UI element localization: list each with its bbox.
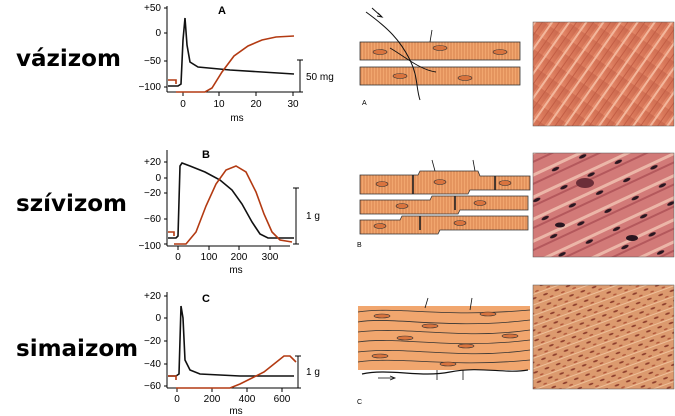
y-tick-label: +20 [144,291,161,302]
x-tick-label: 10 [213,99,225,110]
y-tick-label: +50 [144,3,161,14]
chart-skeletal: +50 0 −50 −100 0 10 20 30 ms A 50 mg [138,3,333,124]
x-tick-label: 30 [287,99,299,110]
y-tick-label: −50 [144,56,161,67]
contraction-trace [168,165,293,245]
skeletal-fibre-drawing: A [359,7,521,107]
y-tick-label: −100 [138,241,161,252]
x-tick-label: 200 [231,252,248,263]
y-tick-label: 0 [155,313,161,324]
x-unit-label: ms [229,406,242,416]
y-tick-label: −20 [144,188,161,199]
drawing-letter: C [357,399,362,406]
contraction-trace [168,355,297,389]
x-tick-label: 100 [201,252,218,263]
cardiac-histology-image [532,152,675,258]
y-tick-label: −60 [144,381,161,392]
scale-label: 1 g [306,367,320,378]
smooth-histology-image [532,284,675,390]
smooth-fibre-drawing: C [357,297,531,406]
x-tick-label: 400 [239,394,256,405]
y-tick-label: −20 [144,336,161,347]
x-tick-label: 0 [175,252,181,263]
drawing-letter: B [357,242,362,249]
contraction-trace [168,35,295,93]
x-tick-label: 600 [274,394,291,405]
chart-smooth: +20 0 −20 −40 −60 0 200 400 600 ms C 1 g [144,291,320,416]
x-unit-label: ms [229,265,242,276]
row-label-smooth: simaizom [16,336,139,362]
x-tick-label: 300 [262,252,279,263]
panel-letter: A [218,5,226,17]
x-tick-label: 0 [180,99,186,110]
x-tick-label: 200 [204,394,221,405]
cardiac-fibre-drawing: B [357,159,531,249]
panel-letter: B [202,149,210,161]
x-unit-label: ms [230,113,243,124]
scale-label: 1 g [306,211,320,222]
skeletal-histology-image [532,21,675,127]
y-tick-label: −100 [138,82,161,93]
row-label-cardiac: szívizom [16,191,127,217]
y-tick-label: +20 [144,157,161,168]
action-potential-trace [168,17,295,87]
y-tick-label: −40 [144,359,161,370]
scale-label: 50 mg [306,72,334,83]
y-tick-label: 0 [155,173,161,184]
chart-cardiac: +20 0 −20 −60 −100 0 100 200 300 ms B 1 … [138,149,319,276]
action-potential-trace [168,162,294,239]
drawing-letter: A [362,100,367,107]
panel-letter: C [202,293,210,305]
y-tick-label: −60 [144,214,161,225]
x-tick-label: 20 [250,99,262,110]
row-label-skeletal: vázizom [16,46,121,72]
y-tick-label: 0 [155,28,161,39]
x-tick-label: 0 [174,394,180,405]
action-potential-trace [168,305,294,377]
